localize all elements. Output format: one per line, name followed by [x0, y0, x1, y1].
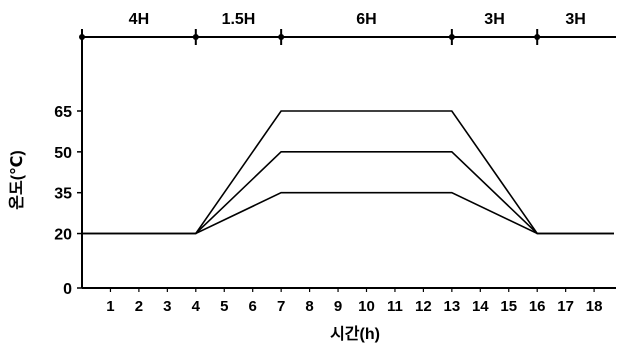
- phase-label: 3H: [565, 11, 585, 28]
- x-tick-label: 6: [249, 298, 257, 315]
- x-tick-label: 16: [529, 298, 546, 315]
- phase-label: 4H: [129, 11, 149, 28]
- x-tick-label: 7: [277, 298, 285, 315]
- phase-marker-dot: [278, 34, 285, 40]
- x-tick-label: 4: [192, 298, 201, 315]
- y-tick-label: 35: [54, 186, 72, 203]
- y-tick-label: 65: [54, 104, 72, 121]
- phase-marker-dot: [448, 34, 455, 40]
- x-tick-label: 8: [305, 298, 313, 315]
- y-tick-label: 20: [54, 227, 72, 244]
- phase-marker-dot: [534, 34, 541, 40]
- x-tick-label: 10: [358, 298, 375, 315]
- series-line-1: [82, 110, 614, 235]
- x-tick-label: 14: [472, 298, 489, 315]
- x-tick-label: 1: [106, 298, 114, 315]
- x-tick-label: 11: [387, 298, 403, 315]
- x-tick-label: 2: [135, 298, 143, 315]
- x-tick-label: 13: [444, 298, 461, 315]
- x-tick-labels: 1 2 3 4 5 6 7 8 9 10 11 12 13 14 15 16 17 18: [106, 288, 602, 315]
- series-line-3: [82, 191, 614, 235]
- phase-label: 3H: [484, 11, 504, 28]
- x-tick-label: 3: [163, 298, 171, 315]
- y-tick-label: 50: [54, 145, 72, 162]
- phase-label: 6H: [356, 11, 376, 28]
- y-axis-label: 온도(℃): [8, 150, 26, 209]
- x-tick-label: 9: [334, 298, 342, 315]
- x-tick-label: 12: [415, 298, 432, 315]
- series-lines: [82, 110, 614, 235]
- y-tick-labels: 0 20 35 50 65: [54, 104, 82, 298]
- phase-bar: 4H 1.5H 6H 3H 3H: [79, 11, 616, 45]
- phase-label: 1.5H: [222, 11, 256, 28]
- x-tick-label: 15: [500, 298, 517, 315]
- phase-marker-dot: [192, 34, 199, 40]
- phase-marker-dot: [79, 34, 85, 40]
- x-tick-label: 18: [586, 298, 603, 315]
- x-axis-label: 시간(h): [330, 325, 380, 343]
- axes: [81, 37, 616, 289]
- x-tick-label: 5: [220, 298, 228, 315]
- x-tick-label: 17: [557, 298, 574, 315]
- y-tick-label: 0: [63, 281, 72, 298]
